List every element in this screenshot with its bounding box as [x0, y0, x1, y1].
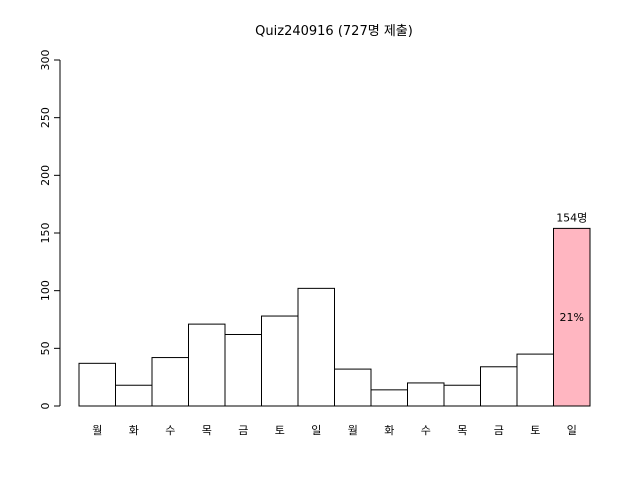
- bar-count-label: 154명: [556, 211, 587, 224]
- bar: [151, 357, 189, 407]
- x-tick-label: 화: [384, 424, 394, 437]
- bar: [261, 315, 299, 407]
- chart-title: Quiz240916 (727명 제출): [255, 24, 413, 39]
- x-tick-label: 월: [92, 424, 102, 437]
- bar: [370, 389, 408, 407]
- y-tick-label: 300: [39, 50, 52, 71]
- bar: [516, 353, 554, 407]
- bar: [115, 384, 153, 407]
- x-tick-label: 금: [238, 424, 248, 437]
- bar: [553, 227, 591, 407]
- bar: [224, 333, 262, 407]
- y-tick-label: 250: [39, 107, 52, 128]
- bar: [480, 366, 518, 407]
- bar: [188, 323, 226, 407]
- y-tick-label: 150: [39, 223, 52, 244]
- bar-percent-label: 21%: [560, 311, 584, 324]
- bar: [407, 382, 445, 407]
- x-tick-label: 목: [202, 424, 212, 437]
- x-tick-label: 수: [165, 424, 175, 437]
- y-tick-label: 200: [39, 165, 52, 186]
- y-tick-label: 50: [39, 341, 52, 355]
- bar: [443, 384, 481, 407]
- bar: [78, 362, 116, 407]
- x-tick-label: 토: [530, 424, 540, 437]
- x-tick-label: 화: [129, 424, 139, 437]
- bars: [78, 227, 591, 407]
- x-tick-label: 수: [421, 424, 431, 437]
- y-tick-label: 100: [39, 280, 52, 301]
- bar-annotations: 154명 21%: [556, 211, 587, 324]
- x-tick-label: 토: [275, 424, 285, 437]
- bar: [297, 287, 335, 407]
- x-tick-label: 일: [567, 423, 577, 437]
- x-tick-label: 일: [311, 423, 321, 437]
- x-tick-label: 목: [457, 424, 467, 437]
- y-tick-label: 0: [39, 403, 52, 410]
- x-tick-label: 월: [348, 424, 358, 437]
- x-tick-label: 금: [494, 424, 504, 437]
- bar: [334, 368, 372, 407]
- y-axis: 0 50 100 150 200 250 300: [39, 50, 61, 410]
